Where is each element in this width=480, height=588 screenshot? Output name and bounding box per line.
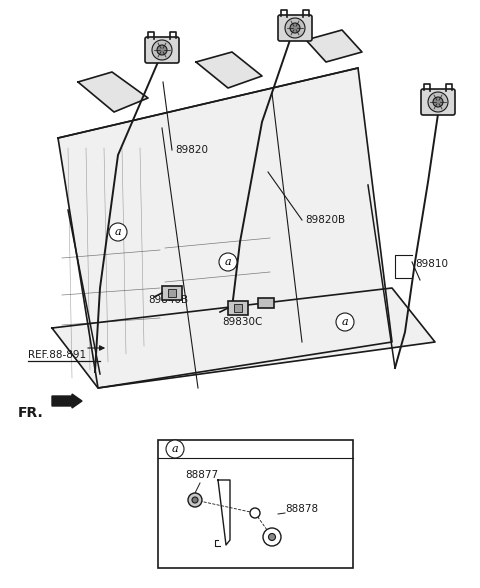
Text: 89810: 89810 xyxy=(415,259,448,269)
Text: a: a xyxy=(172,444,178,454)
Polygon shape xyxy=(196,52,262,88)
Text: 89830C: 89830C xyxy=(222,317,263,327)
Text: a: a xyxy=(115,227,121,237)
Circle shape xyxy=(433,97,443,107)
Polygon shape xyxy=(306,30,362,62)
FancyBboxPatch shape xyxy=(145,37,179,63)
FancyBboxPatch shape xyxy=(278,15,312,41)
Circle shape xyxy=(109,223,127,241)
Text: a: a xyxy=(225,257,231,267)
Bar xyxy=(258,298,274,308)
Bar xyxy=(228,301,248,315)
Circle shape xyxy=(152,40,172,60)
Circle shape xyxy=(285,18,305,38)
Bar xyxy=(162,286,182,300)
Text: 88877: 88877 xyxy=(185,470,218,480)
Text: FR.: FR. xyxy=(18,406,44,420)
Bar xyxy=(158,440,353,568)
Bar xyxy=(234,304,242,312)
Circle shape xyxy=(219,253,237,271)
Circle shape xyxy=(336,313,354,331)
Circle shape xyxy=(428,92,448,112)
Text: REF.88-891: REF.88-891 xyxy=(28,350,86,360)
Circle shape xyxy=(263,528,281,546)
Bar xyxy=(168,289,176,297)
Circle shape xyxy=(268,533,276,540)
Circle shape xyxy=(157,45,167,55)
FancyBboxPatch shape xyxy=(421,89,455,115)
Circle shape xyxy=(290,23,300,33)
Text: 88878: 88878 xyxy=(285,504,318,514)
Polygon shape xyxy=(58,68,392,388)
Circle shape xyxy=(188,493,202,507)
Polygon shape xyxy=(78,72,148,112)
Polygon shape xyxy=(52,288,435,388)
Text: a: a xyxy=(342,317,348,327)
FancyArrow shape xyxy=(52,394,82,408)
Text: 89840B: 89840B xyxy=(148,295,188,305)
Circle shape xyxy=(192,497,198,503)
Circle shape xyxy=(166,440,184,458)
Circle shape xyxy=(250,508,260,518)
Text: 89820B: 89820B xyxy=(305,215,345,225)
Text: 89820: 89820 xyxy=(175,145,208,155)
